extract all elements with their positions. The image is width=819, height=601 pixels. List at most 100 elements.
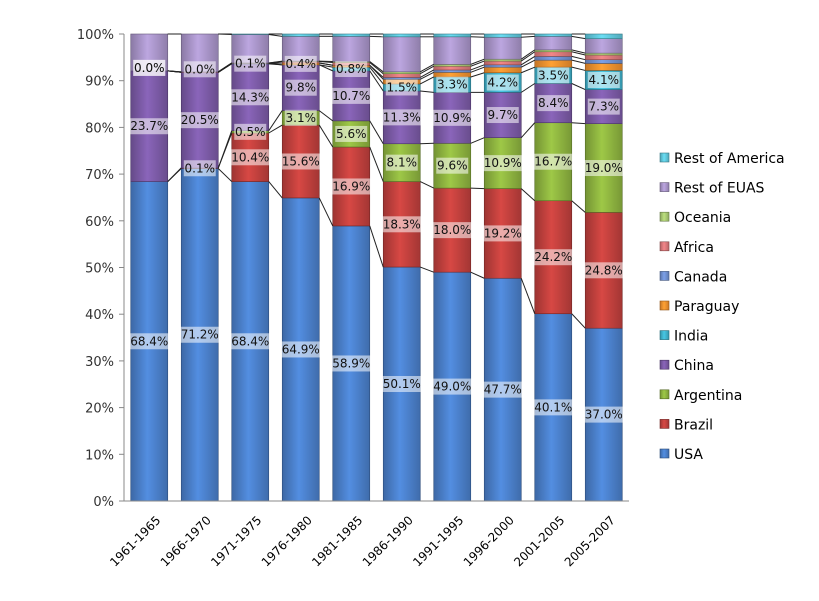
data-label-bg: [129, 333, 169, 350]
y-axis: 0% 10% 20% 30% 40% 50% 60% 70% 80% 90% 100%: [77, 28, 125, 510]
legend-swatch-rest-of-america: [659, 152, 670, 163]
bar-segment-paraguay: [483, 66, 522, 74]
data-label-argentina: 9.6%: [437, 159, 468, 173]
series-line-china: [571, 83, 586, 91]
data-label-bg: [483, 381, 523, 398]
legend-item-usa: USA: [674, 447, 703, 463]
connector-lines: [167, 33, 586, 329]
bar-segment-africa: [584, 54, 623, 60]
x-tick-label: 2005-2007: [562, 513, 618, 569]
data-label-china: 11.3%: [383, 110, 421, 124]
series-line-argentina: [318, 110, 334, 122]
data-label-china: 9.7%: [488, 108, 519, 122]
data-label-africa: 0.0%: [134, 61, 165, 75]
bar-segment-rest-of-america: [332, 33, 371, 37]
bar-segment-rest-of-euas: [534, 36, 573, 51]
data-label-argentina: 0.5%: [235, 125, 266, 139]
data-label-bg: [230, 149, 270, 166]
legend: Rest of America Rest of EUAS Oceania Africa…: [659, 151, 785, 463]
series-line-oceania: [420, 63, 434, 73]
data-label-bg: [183, 160, 216, 177]
bar-segment-paraguay: [584, 63, 623, 71]
series-line-china: [420, 90, 434, 93]
series-line-usa: [268, 181, 283, 199]
bar-segment-paraguay: [534, 59, 573, 68]
data-label-china: 23.7%: [130, 119, 168, 133]
y-tick-label: 40%: [85, 308, 114, 323]
data-label-china: 9.8%: [286, 81, 317, 95]
bar-segment-rest-of-euas: [433, 36, 472, 65]
data-label-bg: [183, 61, 216, 78]
series-line-brazil: [520, 188, 536, 202]
data-label-usa: 50.1%: [383, 377, 421, 391]
data-label-bg: [230, 333, 270, 350]
series-line-argentina: [167, 167, 182, 182]
legend-swatch-china: [659, 359, 670, 370]
data-label-bg: [382, 376, 422, 393]
data-label-argentina: 10.9%: [484, 156, 522, 170]
series-line-brazil: [268, 124, 283, 134]
data-label-bg: [284, 55, 317, 72]
data-label-usa: 40.1%: [534, 400, 572, 414]
series-line-argentina: [268, 110, 283, 131]
data-label-usa: 64.9%: [282, 342, 320, 356]
bar-segment-rest-of-america: [483, 33, 522, 38]
data-label-bg: [537, 67, 570, 84]
bar-segment-africa: [534, 51, 573, 57]
y-tick-label: 30%: [85, 355, 114, 370]
x-tick-label: 1996-2000: [461, 513, 517, 569]
data-label-china: 10.9%: [433, 111, 471, 125]
series-line-africa: [319, 61, 333, 63]
series-line-africa: [520, 51, 536, 62]
legend-item-rest-of-america: Rest of America: [674, 151, 785, 167]
y-tick-label: 10%: [85, 448, 114, 463]
data-label-canada: 0.0%: [185, 62, 216, 76]
x-tick-label: 2001-2005: [511, 513, 567, 569]
series-line-usa: [420, 266, 434, 273]
data-label-bg: [281, 341, 321, 358]
x-tick-label: 1961-1965: [107, 513, 163, 569]
series-line-oceania: [470, 58, 485, 65]
series-line-brazil: [369, 146, 384, 182]
data-label-bg: [234, 55, 267, 72]
series-line-oceania: [167, 70, 182, 73]
data-label-brazil: 24.8%: [585, 263, 623, 277]
data-label-bg: [587, 71, 620, 88]
legend-swatch-brazil: [659, 419, 670, 429]
data-label-brazil: 19.2%: [484, 226, 522, 240]
data-label-brazil: 16.9%: [332, 179, 370, 193]
legend-item-argentina: Argentina: [674, 388, 742, 404]
y-tick-label: 50%: [85, 262, 114, 277]
x-tick-label: 1986-1990: [360, 513, 416, 569]
data-label-china: 7.3%: [589, 100, 620, 114]
y-tick-label: 80%: [85, 121, 114, 136]
data-label-bg: [180, 326, 220, 343]
legend-item-canada: Canada: [674, 269, 727, 285]
data-label-usa: 47.7%: [484, 383, 522, 397]
data-label-brazil: 15.6%: [282, 154, 320, 168]
data-label-argentina: 3.1%: [286, 111, 317, 125]
series-line-usa: [369, 225, 384, 268]
series-line-paraguay: [571, 59, 586, 64]
data-label-bg: [533, 249, 573, 266]
series-line-brazil: [420, 181, 434, 189]
data-label-india: 0.8%: [336, 62, 367, 76]
legend-swatch-argentina: [659, 389, 670, 400]
data-label-china: 10.7%: [332, 89, 370, 103]
legend-swatch-paraguay: [659, 300, 670, 311]
bar-segment-canada: [534, 56, 573, 61]
data-label-bg: [483, 225, 523, 242]
data-label-usa: 37.0%: [585, 408, 623, 422]
data-label-bg: [133, 59, 166, 76]
series-line-usa: [318, 197, 334, 227]
data-label-bg: [331, 87, 371, 104]
data-label-bg: [537, 95, 570, 112]
series-line-argentina: [520, 122, 536, 139]
bar-segment-rest-of-euas: [382, 36, 421, 73]
series-line-rest-of-euas: [521, 35, 535, 38]
series-line-usa: [470, 271, 485, 279]
data-label-bg: [180, 112, 220, 129]
legend-swatch-canada: [659, 271, 670, 281]
series-line-africa: [420, 65, 434, 75]
series-line-oceania: [217, 62, 233, 73]
